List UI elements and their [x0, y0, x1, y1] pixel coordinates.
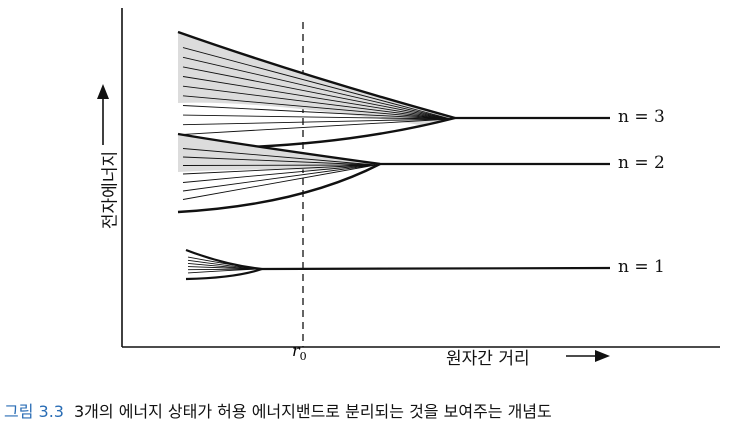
band3-lines-line-6 [182, 95, 447, 120]
band3-lines-line-3 [182, 66, 449, 120]
r0-subscript: 0 [299, 350, 307, 364]
band3-lines-line-10 [182, 118, 451, 135]
figure-caption: 그림 3.3 3개의 에너지 상태가 허용 에너지밴드로 분리되는 것을 보여주는… [4, 398, 552, 422]
band2-lines-line-1 [182, 148, 376, 166]
x-axis-arrow [566, 350, 610, 362]
band2-lines-line-4 [182, 164, 372, 175]
band2-lines-line-2 [182, 156, 375, 166]
band3-lines-line-4 [182, 76, 448, 120]
band3-lines-line-9 [182, 118, 450, 126]
band3-lines-line-8 [182, 114, 449, 120]
level-label-n3: n = 3 [618, 107, 665, 127]
band2-lines-line-7 [182, 164, 376, 200]
band3-lines-line-5 [182, 85, 447, 120]
band2-lines-line-6 [182, 164, 375, 192]
level-label-n2: n = 2 [618, 153, 665, 173]
caption-label: 그림 3.3 [4, 402, 64, 421]
caption-text: 3개의 에너지 상태가 허용 에너지밴드로 분리되는 것을 보여주는 개념도 [73, 402, 552, 421]
band3-lines-line-2 [182, 56, 450, 120]
band2-lines-line-3 [182, 164, 373, 166]
level-label-n1: n = 1 [618, 257, 665, 277]
r0-symbol: r [292, 341, 300, 360]
y-axis-label: 전자에너지 [100, 150, 121, 230]
r0-label: r0 [292, 341, 307, 363]
band2-lines-line-5 [182, 164, 373, 183]
band1-lines-line-6 [187, 268, 259, 274]
band3-lines-line-1 [182, 47, 452, 120]
band-n2 [177, 132, 610, 214]
x-axis-label: 원자간 거리 [446, 349, 530, 369]
band-n1 [185, 248, 611, 281]
band3-lines-line-7 [182, 105, 448, 120]
y-axis-arrow [97, 84, 109, 145]
band-n3 [177, 30, 610, 150]
